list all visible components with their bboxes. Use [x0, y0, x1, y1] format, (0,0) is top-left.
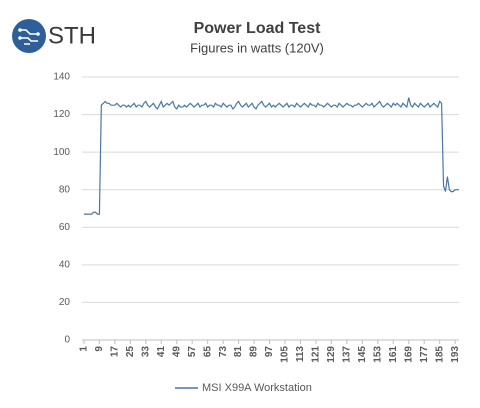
x-tick-label: 9 [94, 346, 105, 352]
x-tick-label: 145 [357, 346, 368, 363]
x-tick-label: 97 [264, 346, 275, 358]
y-tick-label: 40 [59, 259, 71, 270]
x-tick-label: 161 [388, 346, 399, 363]
x-tick-label: 33 [140, 346, 151, 358]
chart-subtitle: Figures in watts (120V) [190, 40, 324, 55]
legend-label: MSI X99A Workstation [202, 382, 312, 394]
x-tick-label: 185 [434, 346, 445, 363]
y-tick-label: 140 [53, 72, 70, 83]
x-tick-label: 41 [156, 346, 167, 358]
series-line [83, 97, 459, 215]
chart-title: Power Load Test [194, 20, 322, 37]
logo-mark [12, 19, 46, 53]
x-tick-label: 89 [249, 346, 260, 358]
y-tick-label: 100 [53, 147, 70, 158]
x-tick-label: 193 [450, 346, 461, 363]
logo-text: STH [48, 22, 96, 49]
y-tick-label: 120 [53, 109, 70, 120]
x-tick-label: 113 [295, 346, 306, 363]
x-tick-label: 121 [311, 346, 322, 363]
x-tick-label: 153 [372, 346, 383, 363]
y-tick-label: 60 [59, 222, 71, 233]
y-tick-label: 0 [64, 335, 70, 346]
x-tick-label: 177 [419, 346, 430, 363]
x-tick-label: 49 [171, 346, 182, 358]
x-tick-label: 25 [125, 346, 136, 358]
x-tick-label: 57 [187, 346, 198, 358]
x-tick-label: 137 [342, 346, 353, 363]
x-tick-label: 73 [218, 346, 229, 358]
x-tick-label: 81 [233, 346, 244, 358]
y-tick-label: 80 [59, 184, 71, 195]
x-tick-label: 129 [326, 346, 337, 363]
x-tick-label: 105 [280, 346, 291, 363]
x-tick-label: 169 [403, 346, 414, 363]
x-tick-label: 17 [110, 346, 121, 358]
y-tick-label: 20 [59, 297, 71, 308]
x-tick-label: 1 [79, 346, 90, 352]
x-tick-label: 65 [202, 346, 213, 358]
